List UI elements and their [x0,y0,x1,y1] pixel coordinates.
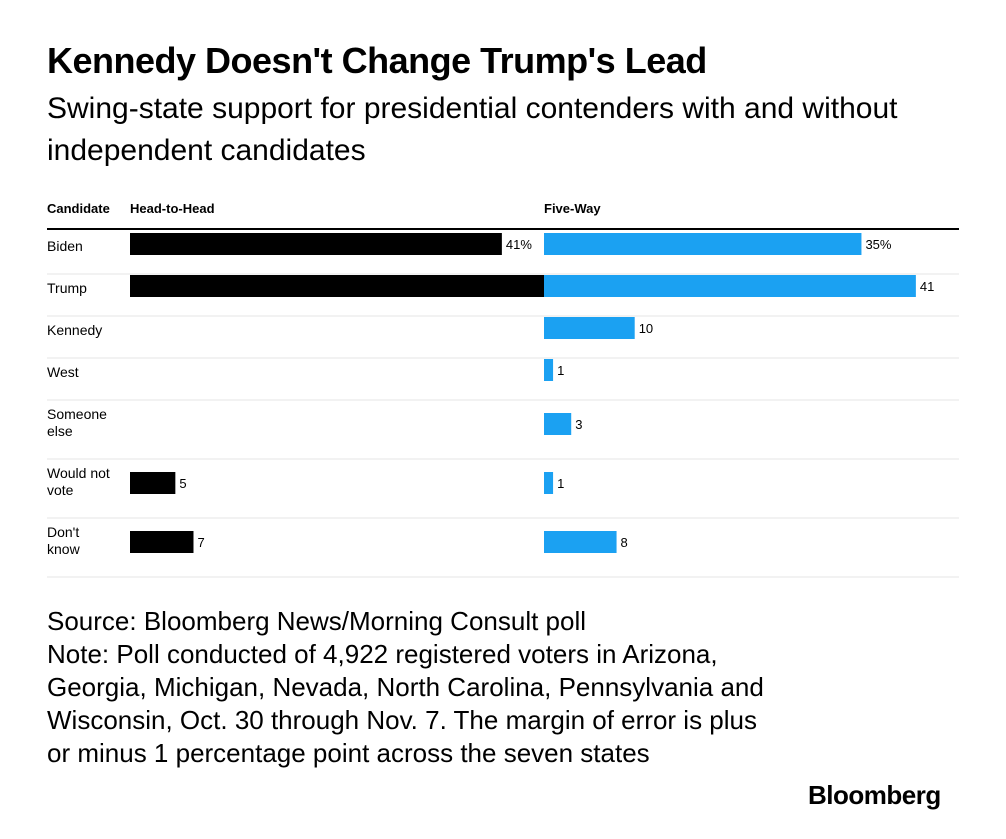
value-label-head-to-head-don-t-know: 7 [197,535,204,550]
category-label-someone-else: else [47,423,73,439]
source-note: Source: Bloomberg News/Morning Consult p… [47,606,587,636]
category-label-someone-else: Someone [47,406,107,422]
value-label-five-way-west: 1 [557,363,564,378]
chart-subtitle: Swing-state support for presidential con… [47,92,898,167]
column-header-head-to-head: Head-to-Head [130,201,215,216]
value-label-five-way-biden: 35% [865,237,891,252]
value-label-five-way-kennedy: 10 [639,321,653,336]
bar-five-way-don-t-know [544,531,617,553]
bar-five-way-would-not-vote [544,472,554,494]
bar-five-way-kennedy [544,317,635,339]
category-label-don-t-know: know [47,541,81,557]
category-label-trump: Trump [47,280,87,296]
value-label-head-to-head-biden: 41% [506,237,532,252]
bar-chart: Candidate Head-to-Head Five-Way Biden 41%… [47,201,959,578]
bar-five-way-trump [544,275,916,297]
category-label-don-t-know: Don't [47,524,79,540]
bar-head-to-head-would-not-vote [130,472,176,494]
category-label-west: West [47,364,79,380]
value-label-head-to-head-would-not-vote: 5 [179,476,186,491]
chart-rows: Biden41%35%Trump4741Kennedy10West1Someon… [47,233,959,578]
method-note: Note: Poll conducted of 4,922 registered… [47,639,764,768]
category-label-would-not-vote: vote [47,482,74,498]
column-header-candidate: Candidate [47,201,110,216]
bar-head-to-head-don-t-know [130,531,194,553]
bar-five-way-biden [544,233,862,255]
bar-five-way-west [544,359,554,381]
value-label-five-way-don-t-know: 8 [621,535,628,550]
value-label-five-way-someone-else: 3 [575,417,582,432]
bar-head-to-head-biden [130,233,502,255]
category-label-would-not-vote: Would not [47,465,110,481]
bar-head-to-head-trump [130,275,557,297]
chart-title: Kennedy Doesn't Change Trump's Lead [47,40,707,81]
category-label-kennedy: Kennedy [47,322,102,338]
value-label-five-way-trump: 41 [920,279,934,294]
bloomberg-logo: Bloomberg [808,780,941,810]
bar-five-way-someone-else [544,413,572,435]
footer-notes: Source: Bloomberg News/Morning Consult p… [47,605,767,770]
value-label-five-way-would-not-vote: 1 [557,476,564,491]
category-label-biden: Biden [47,238,83,254]
column-header-five-way: Five-Way [544,201,601,216]
